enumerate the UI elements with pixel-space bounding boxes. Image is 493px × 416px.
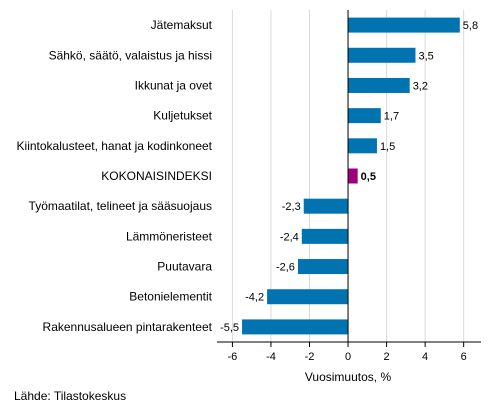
- x-tick-label: -2: [305, 351, 315, 363]
- value-label: 1,7: [384, 111, 399, 123]
- x-tick-label: -6: [228, 351, 238, 363]
- value-label: 3,5: [418, 50, 433, 62]
- x-tick-label: 0: [345, 351, 351, 363]
- bar: [348, 47, 416, 63]
- bars: [242, 17, 460, 335]
- value-label: 5,8: [463, 20, 478, 32]
- category-label: Betonielementit: [129, 290, 212, 304]
- category-label: Kuljetukset: [153, 109, 212, 123]
- bar: [297, 259, 349, 275]
- category-label: Työmaatilat, telineet ja sääsuojaus: [29, 199, 212, 213]
- bar: [348, 138, 377, 154]
- category-labels: Jätemaksut Sähkö, säätö, valaistus ja his…: [17, 18, 213, 334]
- category-label: Sähkö, säätö, valaistus ja hissi: [49, 48, 212, 62]
- bar: [303, 198, 349, 214]
- x-tick-label: 4: [422, 351, 428, 363]
- value-label: -2,3: [282, 201, 301, 213]
- category-label: Lämmöneristeet: [126, 229, 213, 243]
- x-tick-label: 6: [461, 351, 467, 363]
- value-label: -4,2: [245, 292, 264, 304]
- bar: [348, 17, 460, 33]
- bar: [267, 289, 349, 305]
- bar: [348, 108, 381, 124]
- x-axis: -6 -4 -2 0 2 4 6: [217, 341, 481, 363]
- gridlines: [231, 10, 465, 342]
- value-labels: 5,8 3,5 3,2 1,7 1,5 0,5 -2,3 -2,4 -2,6 -4,2 -5,5: [220, 20, 478, 334]
- category-label: Kiintokalusteet, hanat ja kodinkoneet: [17, 139, 213, 153]
- category-label: KOKONAISINDEKSI: [101, 169, 212, 183]
- value-label: 3,2: [413, 80, 428, 92]
- bar: [242, 319, 349, 335]
- category-label: Puutavara: [157, 260, 212, 274]
- category-label: Jätemaksut: [151, 18, 213, 32]
- category-label: Ikkunat ja ovet: [135, 78, 213, 92]
- category-label: Rakennusalueen pintarakenteet: [43, 320, 213, 334]
- value-label: 1,5: [380, 141, 395, 153]
- x-tick-label: -4: [266, 351, 276, 363]
- value-label: -5,5: [220, 322, 239, 334]
- bar: [348, 168, 358, 184]
- x-tick-label: 2: [384, 351, 390, 363]
- x-axis-title: Vuosimuutos, %: [305, 370, 392, 384]
- bar: [348, 77, 410, 93]
- bar: [301, 228, 349, 244]
- value-label: -2,4: [280, 231, 299, 243]
- source-note: Lähde: Tilastokeskus: [14, 389, 127, 403]
- value-label: -2,6: [276, 262, 295, 274]
- value-label: 0,5: [361, 171, 376, 183]
